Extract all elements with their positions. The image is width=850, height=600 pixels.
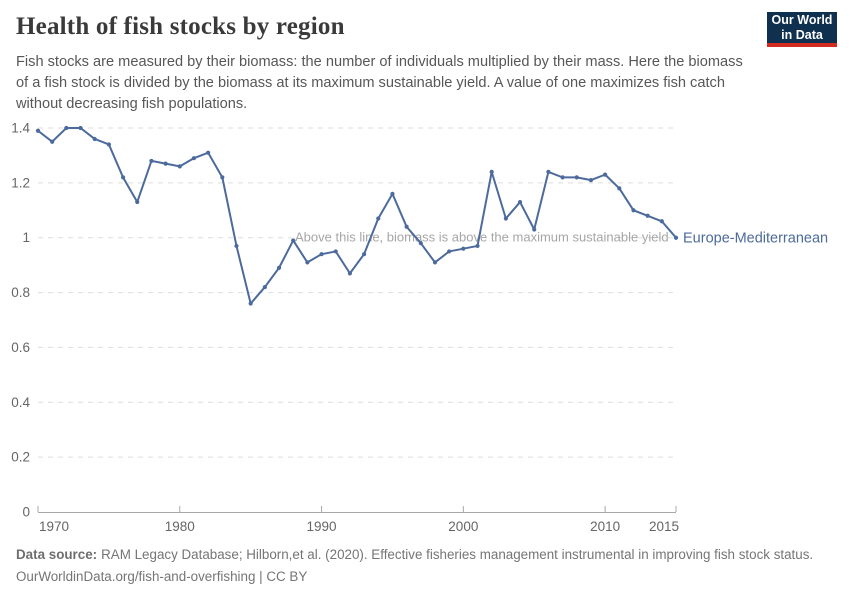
- y-axis-tick-label: 0.2: [11, 450, 30, 465]
- page-title: Health of fish stocks by region: [16, 13, 345, 40]
- data-point: [206, 150, 211, 155]
- data-point: [588, 178, 594, 183]
- y-axis-tick-label: 1: [22, 230, 30, 245]
- data-point: [532, 227, 537, 232]
- series-line: [37, 127, 677, 305]
- data-point: [418, 241, 423, 246]
- y-axis-tick-label: 0: [22, 505, 30, 520]
- data-point: [475, 243, 480, 249]
- data-point: [617, 186, 622, 191]
- data-point: [645, 213, 650, 218]
- footer-link[interactable]: OurWorldinData.org/fish-and-overfishing …: [16, 569, 308, 584]
- data-point: [673, 235, 679, 240]
- y-axis-tick-label: 0.8: [11, 285, 30, 300]
- data-point: [305, 260, 310, 265]
- data-point: [262, 284, 267, 290]
- data-source-label: Data source:: [16, 547, 98, 562]
- data-point: [177, 164, 182, 169]
- msy-annotation: Above this line, biomass is above the ma…: [295, 230, 669, 245]
- data-point: [220, 175, 225, 180]
- data-point: [50, 139, 55, 144]
- data-point: [191, 156, 197, 161]
- data-point: [461, 246, 466, 251]
- data-point: [64, 125, 69, 131]
- y-axis-tick-label: 0.4: [11, 395, 30, 410]
- data-point: [120, 175, 126, 180]
- data-point: [149, 158, 154, 164]
- data-point: [333, 249, 338, 254]
- data-source-line: Data source: RAM Legacy Database; Hilborn…: [16, 547, 813, 562]
- data-point: [248, 301, 253, 306]
- data-point: [35, 128, 41, 133]
- x-axis-tick-label: 2015: [649, 519, 679, 534]
- data-point: [276, 265, 282, 270]
- data-point: [234, 243, 239, 249]
- data-point: [347, 271, 353, 276]
- series-label-europe-mediterranean[interactable]: Europe-Mediterranean: [683, 231, 828, 247]
- annotation-mask: [292, 230, 615, 244]
- chart-subtitle: Fish stocks are measured by their biomas…: [16, 54, 743, 112]
- data-point: [319, 252, 324, 257]
- data-point: [291, 238, 296, 243]
- x-axis-tick-label: 1980: [165, 519, 195, 534]
- x-axis-tick-label: 2010: [590, 519, 620, 534]
- data-point: [106, 142, 111, 147]
- data-point: [546, 169, 551, 174]
- data-point: [376, 216, 381, 221]
- data-point: [447, 249, 452, 254]
- data-point: [432, 260, 438, 265]
- data-point: [78, 125, 83, 131]
- data-point: [603, 172, 608, 177]
- owid-logo[interactable]: Our World in Data: [767, 12, 837, 47]
- data-point: [135, 199, 140, 205]
- data-point: [390, 191, 395, 196]
- y-axis-tick-label: 0.6: [11, 340, 30, 355]
- data-point: [574, 175, 579, 180]
- x-axis-tick-label: 2000: [448, 519, 478, 534]
- data-source-text: RAM Legacy Database; Hilborn,et al. (202…: [101, 547, 814, 562]
- data-point: [631, 208, 636, 213]
- owid-logo-line1: Our World: [771, 12, 833, 27]
- data-point: [517, 199, 523, 205]
- owid-logo-line2: in Data: [781, 27, 823, 42]
- x-axis-tick-label: 1990: [307, 519, 337, 534]
- data-point: [560, 175, 565, 180]
- data-point: [163, 161, 168, 166]
- y-axis-tick-label: 1.4: [11, 121, 30, 136]
- data-point: [659, 219, 664, 224]
- data-point: [92, 136, 97, 142]
- x-axis-tick-label: 1970: [39, 519, 69, 534]
- data-point: [404, 224, 409, 229]
- y-axis-tick-label: 1.2: [11, 175, 30, 190]
- data-point: [361, 252, 367, 257]
- data-point: [489, 169, 494, 174]
- data-point: [503, 216, 508, 221]
